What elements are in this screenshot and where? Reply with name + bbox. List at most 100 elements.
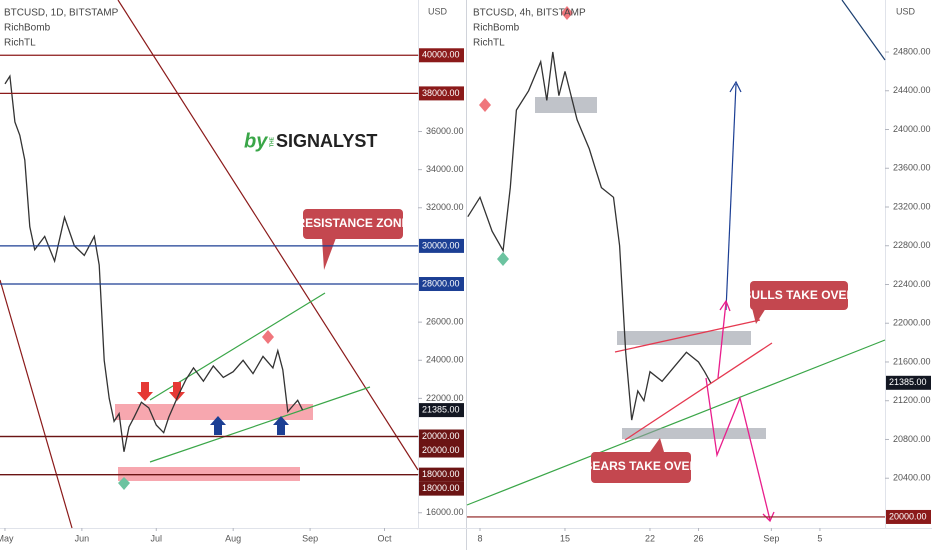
y-tick-label: 16000.00	[426, 507, 464, 517]
diamond	[262, 330, 274, 344]
logo-brand: SIGNALYST	[276, 131, 377, 151]
y-tick-label: 32000.00	[426, 202, 464, 212]
logo-small: THE	[269, 136, 275, 147]
level-label	[419, 238, 464, 253]
x-tick-label: Jun	[75, 533, 90, 543]
level-label-text: 20000.00	[889, 511, 927, 521]
level-label	[419, 429, 464, 444]
callout-text: BEARS TAKE OVER	[584, 459, 699, 473]
y-tick-label: 23600.00	[893, 163, 931, 173]
y-tick-label: 22800.00	[893, 240, 931, 250]
level-label	[419, 277, 464, 292]
level-label-text: 18000.00	[422, 469, 460, 479]
zone-box	[118, 467, 300, 481]
x-tick-label: Jul	[151, 533, 163, 543]
callout-tail	[650, 438, 664, 452]
y-tick-label: 34000.00	[426, 164, 464, 174]
right-drawings: BULLS TAKE OVER BEARS TAKE OVER	[466, 0, 886, 523]
diamond	[497, 252, 509, 266]
diamond	[118, 477, 130, 490]
x-tick-label: Oct	[378, 533, 393, 543]
trend-line	[117, 0, 419, 471]
legend-title: BTCUSD, 4h, BITSTAMP	[473, 8, 586, 19]
x-tick-label: Sep	[763, 533, 779, 543]
level-label-text: 18000.00	[422, 483, 460, 493]
y-tick-label: 21600.00	[893, 356, 931, 366]
callout	[303, 209, 403, 239]
arrowhead	[719, 299, 731, 312]
x-tick-label: 26	[694, 533, 704, 543]
y-tick-label: 21200.00	[893, 395, 931, 405]
down-arrow	[169, 382, 185, 401]
legend-title: BTCUSD, 1D, BITSTAMP	[4, 8, 119, 19]
projection	[725, 83, 737, 311]
y-tick-label: 20400.00	[893, 473, 931, 483]
zone-box	[622, 428, 766, 439]
y-tick-label: 24400.00	[893, 85, 931, 95]
arrowhead	[729, 80, 742, 93]
level-label	[419, 86, 464, 101]
y-tick-label: 24000.00	[893, 124, 931, 134]
level-label	[419, 467, 464, 482]
callout	[750, 281, 848, 310]
legend-indicator: RichTL	[473, 38, 505, 49]
level-label	[419, 443, 464, 458]
price-line	[467, 51, 712, 421]
y-tick-label: 22000.00	[426, 393, 464, 403]
callout-text: BULLS TAKE OVER	[743, 288, 856, 302]
level-label-text: 20000.00	[422, 431, 460, 441]
up-arrow	[273, 416, 289, 435]
level-label-text: 30000.00	[422, 240, 460, 250]
x-tick-label: 22	[645, 533, 655, 543]
x-tick-label: 5	[817, 533, 822, 543]
x-tick-label: May	[0, 533, 14, 543]
y-tick-label: 24800.00	[893, 46, 931, 56]
trend-line	[614, 319, 761, 353]
x-tick-label: Sep	[302, 533, 318, 543]
trend-line	[466, 339, 886, 506]
diamond	[479, 98, 491, 112]
legend-indicator: RichBomb	[4, 23, 51, 34]
legend-indicator: RichBomb	[473, 23, 520, 34]
y-tick-label: 26000.00	[426, 317, 464, 327]
arrowhead	[762, 511, 775, 523]
level-label	[419, 48, 464, 63]
y-tick-label: 20800.00	[893, 434, 931, 444]
level-label	[886, 509, 931, 524]
projection	[705, 377, 771, 521]
price-line	[4, 74, 304, 452]
x-tick-label: 8	[477, 533, 482, 543]
x-tick-label: Aug	[225, 533, 241, 543]
trend-line	[841, 0, 886, 61]
y-tick-label: 23200.00	[893, 201, 931, 211]
callout	[591, 452, 691, 483]
trend-line	[624, 342, 773, 441]
last-price-label-text: 21385.00	[422, 404, 460, 414]
zone-box	[115, 404, 313, 420]
y-tick-label: 24000.00	[426, 355, 464, 365]
y-tick-label: 22400.00	[893, 279, 931, 289]
diamond	[561, 6, 573, 20]
level-label-text: 20000.00	[422, 445, 460, 455]
x-tick-label: 15	[560, 533, 570, 543]
level-label	[419, 481, 464, 496]
zone-box	[617, 331, 751, 345]
axis-unit: USD	[896, 6, 916, 16]
callout-text: RESISTANCE ZONE	[296, 216, 409, 230]
legend-indicator: RichTL	[4, 38, 36, 49]
callout-tail	[752, 308, 766, 324]
last-price-label	[419, 403, 464, 418]
zone-box	[535, 97, 597, 113]
y-tick-label: 22000.00	[893, 318, 931, 328]
logo-prefix: by	[244, 130, 268, 152]
trend-line	[0, 279, 73, 529]
y-tick-label: 36000.00	[426, 126, 464, 136]
level-label-text: 28000.00	[422, 278, 460, 288]
channel-line	[149, 386, 371, 463]
level-label-text: 40000.00	[422, 50, 460, 60]
level-label-text: 38000.00	[422, 88, 460, 98]
projection	[717, 301, 727, 379]
last-price-label	[886, 375, 931, 390]
last-price-label-text: 21385.00	[889, 377, 927, 387]
